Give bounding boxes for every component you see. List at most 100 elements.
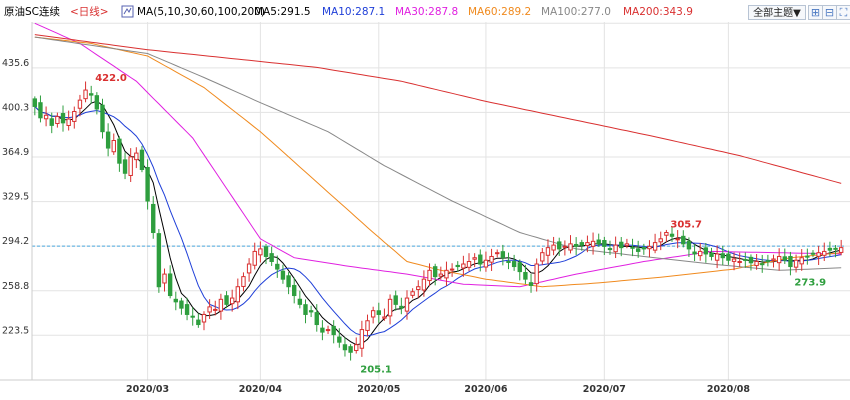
candle-body — [117, 138, 122, 164]
candle — [675, 230, 680, 249]
candle — [32, 96, 38, 116]
candle-body — [624, 243, 630, 247]
candle — [652, 233, 658, 254]
candle — [573, 237, 579, 256]
candle-body — [822, 250, 827, 256]
candle — [376, 302, 381, 323]
candle — [275, 255, 280, 278]
candle-body — [534, 263, 539, 285]
candle — [754, 254, 759, 270]
candle-body — [241, 276, 246, 287]
candle-body — [602, 240, 607, 247]
candle — [325, 325, 331, 335]
candle-body — [838, 247, 844, 253]
candle-body — [111, 139, 116, 153]
candle-body — [669, 233, 675, 237]
candle — [557, 237, 562, 256]
candle-body — [731, 258, 737, 262]
candle-body — [269, 253, 274, 263]
candle — [765, 254, 771, 267]
candle-body — [376, 310, 381, 315]
x-tick-label: 2020/03 — [126, 384, 169, 395]
candle-body — [517, 262, 522, 273]
candle-body — [557, 241, 562, 250]
candle-body — [286, 275, 291, 288]
candle-body — [314, 312, 319, 326]
candle — [641, 243, 647, 255]
grid-lines — [32, 22, 850, 380]
candle — [664, 229, 669, 243]
candle-body — [692, 251, 697, 255]
candle — [760, 254, 765, 273]
candle — [196, 313, 201, 328]
candle-body — [647, 245, 652, 250]
candle — [229, 289, 235, 312]
candle — [827, 241, 833, 257]
candle — [348, 344, 353, 361]
candle-body — [382, 316, 387, 319]
zoom-in-icon[interactable]: ⊞ — [808, 5, 823, 20]
candle — [438, 266, 444, 280]
annotation-label: 205.1 — [360, 364, 392, 375]
candle — [461, 255, 466, 277]
theme-select-button[interactable]: 全部主题▼ — [748, 5, 806, 20]
candle-body — [635, 248, 641, 252]
candle — [404, 290, 410, 320]
period-label[interactable]: <日线> — [70, 5, 109, 18]
candle — [540, 248, 545, 265]
candle-body — [726, 253, 731, 261]
candle — [822, 242, 827, 262]
candle-body — [252, 250, 257, 266]
candle-body — [167, 273, 173, 297]
candle-body — [461, 263, 466, 269]
candle-body — [184, 304, 190, 315]
candle-body — [263, 246, 269, 257]
candle — [720, 245, 725, 266]
candle-body — [303, 304, 308, 315]
candle-body — [444, 269, 449, 279]
chart-header: 原油SC连续 <日线> MA(5,10,30,60,100,200) MA5:2… — [0, 0, 850, 22]
ma200-value: MA200:343.9 — [623, 6, 693, 18]
candle-body — [489, 255, 494, 263]
y-tick-label: 258.8 — [2, 281, 29, 292]
candle-body — [292, 284, 297, 297]
candle — [94, 92, 100, 115]
ma5-value: MA5:291.5 — [254, 6, 311, 18]
candle-body — [393, 295, 398, 305]
candle-body — [410, 291, 415, 296]
candle — [303, 299, 308, 324]
candle — [511, 254, 517, 271]
candle-body — [229, 297, 235, 305]
candle — [308, 305, 314, 318]
ma60-value: MA60:289.2 — [468, 6, 531, 18]
ma-line-ma10 — [34, 106, 842, 337]
candle — [523, 264, 528, 284]
candle-body — [793, 259, 799, 268]
ma-settings-icon[interactable] — [121, 5, 134, 18]
candle-body — [83, 89, 88, 100]
candle — [320, 320, 325, 341]
candle — [444, 261, 449, 287]
candle — [489, 248, 494, 271]
candle — [585, 235, 590, 253]
candle-body — [686, 240, 692, 250]
fullscreen-icon[interactable]: ⛶ — [836, 5, 850, 20]
candle-body — [359, 329, 365, 349]
candle — [179, 297, 184, 315]
candle-body — [404, 297, 410, 312]
candle-body — [765, 260, 771, 263]
candle — [551, 236, 556, 256]
candle — [562, 240, 568, 256]
candle — [788, 251, 793, 276]
candle — [359, 320, 365, 357]
candle-body — [342, 344, 348, 351]
candle — [292, 277, 297, 304]
candle-body — [218, 298, 224, 312]
candle-body — [100, 104, 105, 133]
zoom-out-icon[interactable]: ⊟ — [822, 5, 837, 20]
x-tick-label: 2020/07 — [583, 384, 626, 395]
candle-body — [630, 246, 635, 249]
ma30-value: MA30:287.8 — [395, 6, 458, 18]
candle-body — [478, 254, 483, 265]
